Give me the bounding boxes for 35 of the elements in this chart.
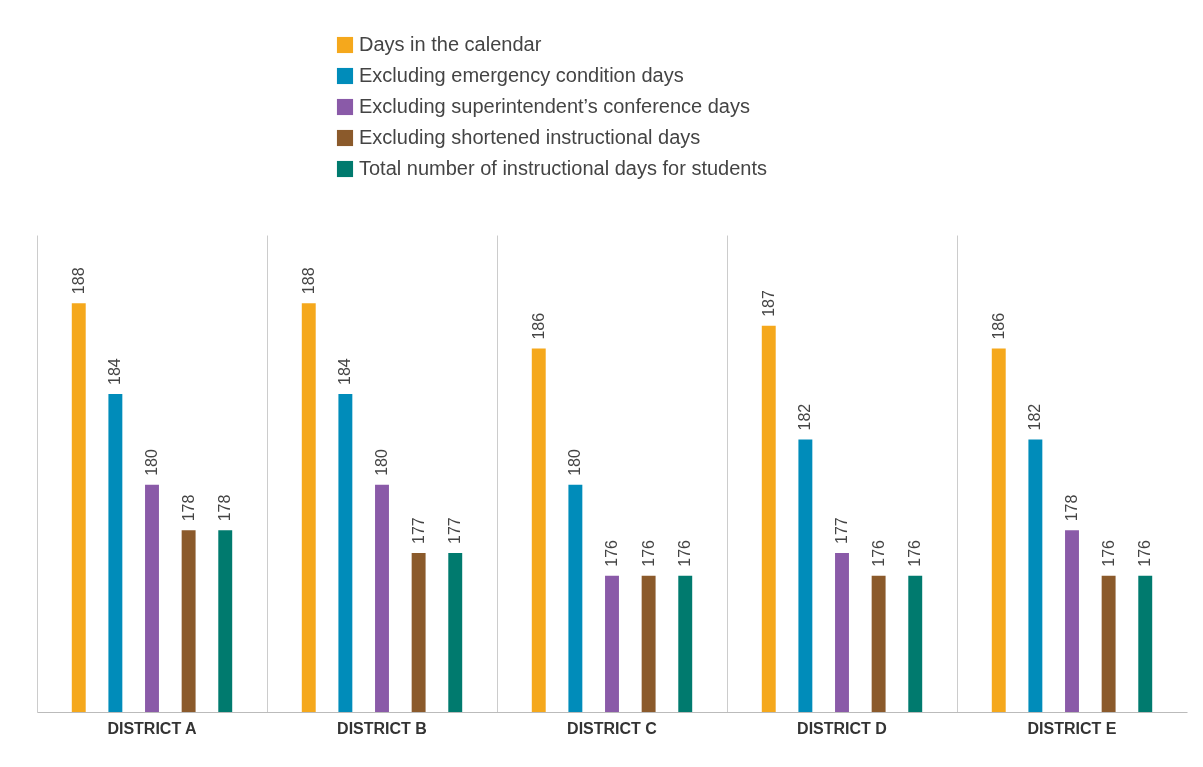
data-label: 176 — [1136, 539, 1154, 567]
data-label: 186 — [989, 312, 1007, 340]
legend-label: Days in the calendar — [359, 33, 542, 55]
x-tick-label: DISTRICT E — [1027, 719, 1117, 737]
data-label: 180 — [143, 449, 160, 476]
data-label: 176 — [603, 539, 620, 567]
data-label: 177 — [833, 517, 850, 544]
data-label: 182 — [796, 403, 814, 431]
data-label: 182 — [1026, 403, 1044, 431]
data-label: 180 — [373, 449, 390, 476]
data-label: 186 — [529, 312, 547, 340]
data-label: 188 — [69, 267, 87, 295]
data-label: 178 — [1063, 494, 1080, 522]
legend-label: Excluding shortened instructional days — [359, 126, 701, 148]
data-label: 176 — [869, 539, 887, 567]
x-tick-label: DISTRICT C — [567, 719, 658, 737]
data-label: 184 — [336, 358, 354, 385]
legend-label: Excluding superintendent’s conference days — [359, 95, 750, 117]
data-label: 176 — [1099, 539, 1117, 567]
data-label: 176 — [906, 539, 924, 567]
x-tick-label: DISTRICT A — [107, 719, 198, 737]
data-label: 178 — [179, 494, 197, 522]
data-label: 187 — [759, 290, 777, 317]
data-label: 180 — [566, 449, 584, 476]
data-label: 177 — [446, 517, 464, 544]
data-label: 176 — [676, 539, 694, 567]
data-label: 176 — [639, 539, 657, 567]
data-label: 188 — [299, 267, 317, 295]
legend-label: Excluding emergency condition days — [359, 64, 684, 86]
x-tick-label: DISTRICT D — [797, 719, 887, 737]
data-label: 184 — [106, 358, 124, 385]
legend-label: Total number of instructional days for students — [359, 157, 767, 179]
x-tick-label: DISTRICT B — [337, 719, 427, 737]
data-label: 178 — [216, 494, 234, 522]
data-label: 177 — [409, 517, 427, 544]
